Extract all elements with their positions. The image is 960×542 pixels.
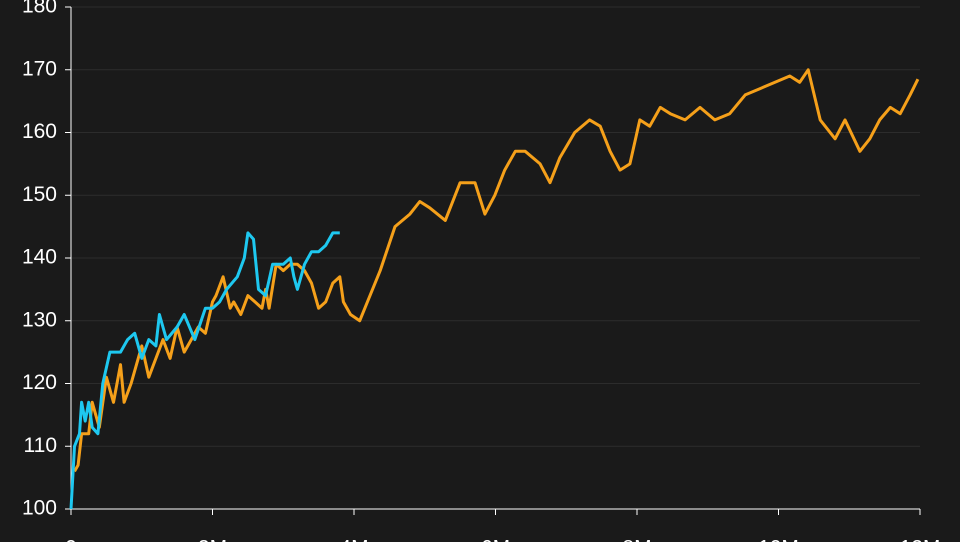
- y-tick-label: 100: [22, 497, 57, 520]
- x-tick-label: 10M: [758, 537, 799, 542]
- y-tick-label: 180: [22, 0, 57, 18]
- y-tick-label: 170: [22, 57, 57, 80]
- y-tick-label: 140: [22, 246, 57, 269]
- y-tick-label: 130: [22, 308, 57, 331]
- x-tick-label: 12M: [900, 537, 941, 542]
- series-line: [69, 231, 340, 510]
- y-tick-label: 150: [22, 183, 57, 206]
- x-tick-label: 6M: [481, 537, 510, 542]
- series-line: [73, 68, 920, 473]
- x-tick-label: 0: [65, 537, 77, 542]
- y-tick-label: 110: [24, 434, 57, 457]
- x-tick-label: 8M: [622, 537, 651, 542]
- y-tick-label: 120: [22, 371, 57, 394]
- y-tick-label: 160: [22, 120, 57, 143]
- x-tick-label: 4M: [339, 537, 368, 542]
- x-tick-label: 2M: [198, 537, 227, 542]
